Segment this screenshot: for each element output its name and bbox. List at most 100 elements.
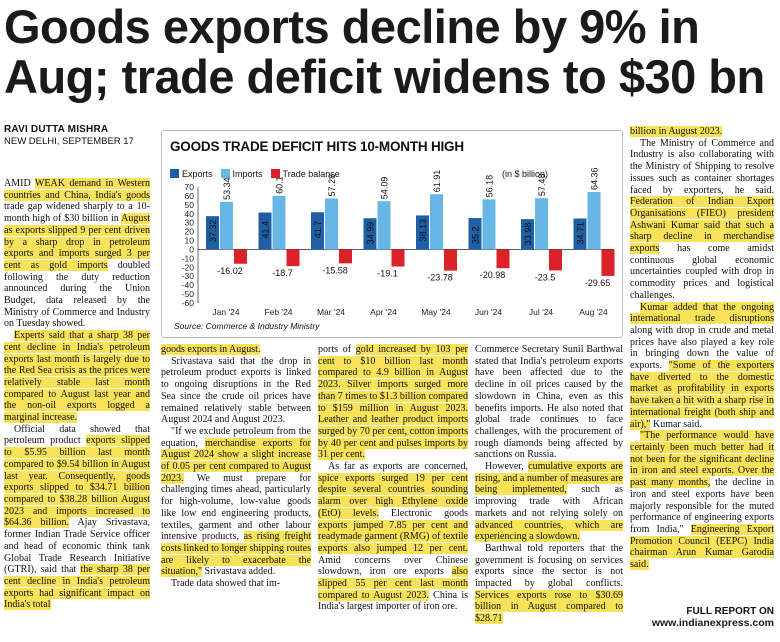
paragraph: "The performance would have certainly be… bbox=[630, 430, 774, 571]
x-tick-label: Feb '24 bbox=[264, 307, 292, 317]
value-label-imports: 57.28 bbox=[327, 174, 337, 197]
full-report-label: FULL REPORT ON bbox=[686, 606, 774, 617]
value-label-imports: 56.18 bbox=[485, 175, 495, 198]
x-tick-label: Apr '24 bbox=[370, 307, 397, 317]
bar-imports bbox=[587, 192, 601, 250]
paragraph: Commerce Secretary Sunil Barthwal stated… bbox=[475, 344, 623, 461]
highlighted-text: advanced countries, which are experienci… bbox=[475, 519, 623, 543]
paragraph: AMID WEAK demand in Western countries an… bbox=[4, 178, 150, 330]
value-label-imports: 64.36 bbox=[590, 168, 600, 191]
highlighted-text: exports slipped to $5.95 billion last mo… bbox=[4, 435, 151, 529]
text-run: Official data showed that petroleum prod… bbox=[4, 423, 150, 447]
article-column-4: Commerce Secretary Sunil Barthwal stated… bbox=[475, 344, 623, 625]
bar-imports bbox=[430, 194, 443, 250]
y-tick-label: 70 bbox=[185, 182, 195, 192]
value-label-exports: 41.7 bbox=[313, 221, 323, 239]
value-label-exports: 34.99 bbox=[366, 222, 376, 245]
legend-balance: Trade balance bbox=[270, 169, 340, 179]
value-label-exports: 33.98 bbox=[523, 223, 533, 246]
x-tick-label: Mar '24 bbox=[317, 307, 345, 317]
highlighted-text: goods exports in August. bbox=[161, 344, 261, 355]
dateline: NEW DELHI, SEPTEMBER 17 bbox=[4, 136, 134, 147]
bar-balance bbox=[286, 249, 300, 267]
y-tick-label: 60 bbox=[185, 191, 195, 201]
value-label-balance: -20.98 bbox=[480, 270, 506, 280]
bar-exports bbox=[521, 219, 534, 250]
value-label-exports: 35.2 bbox=[471, 227, 481, 245]
legend-label: Imports bbox=[232, 169, 263, 179]
bar-imports bbox=[482, 199, 496, 250]
value-label-balance: -15.58 bbox=[322, 265, 348, 275]
text-run: Commerce Secretary Sunil Barthwal stated… bbox=[475, 344, 623, 461]
headline-line-1: Goods exports decline by 9% in bbox=[4, 0, 700, 53]
bar-exports bbox=[573, 218, 587, 250]
bar-imports bbox=[377, 201, 391, 250]
bar-imports bbox=[325, 198, 338, 250]
website-link[interactable]: www.indianexpress.com bbox=[651, 617, 774, 629]
article-column-2: goods exports in August. Srivastava said… bbox=[161, 344, 311, 590]
legend-swatch-imports bbox=[220, 169, 230, 178]
paragraph: "If we exclude petroleum from the equati… bbox=[161, 426, 311, 578]
headline: Goods exports decline by 9% in Aug; trad… bbox=[4, 2, 776, 102]
value-label-balance: -18.7 bbox=[272, 268, 293, 278]
x-tick-label: Aug '24 bbox=[579, 307, 608, 317]
value-label-imports: 54.09 bbox=[380, 177, 390, 200]
paragraph: Trade data showed that im- bbox=[161, 578, 311, 590]
bar-balance bbox=[496, 249, 510, 269]
paragraph: As far as exports are concerned, spice e… bbox=[318, 461, 468, 613]
paragraph: goods exports in August. bbox=[161, 344, 311, 356]
y-tick-label: 40 bbox=[185, 209, 195, 219]
text-run: Srivastava added. bbox=[202, 566, 276, 578]
text-run: has come amidst continuous global econom… bbox=[630, 243, 774, 301]
bar-exports bbox=[416, 215, 429, 250]
x-tick-label: Jun '24 bbox=[475, 307, 502, 317]
text-run: As far as exports are concerned, bbox=[328, 461, 468, 473]
text-run: such as improving trade with African mar… bbox=[475, 484, 623, 519]
value-label-imports: 60.1 bbox=[275, 176, 285, 194]
y-tick-label: -60 bbox=[182, 298, 195, 308]
y-tick-label: 0 bbox=[189, 244, 194, 254]
y-tick-label: -50 bbox=[182, 289, 195, 299]
highlighted-text: Services exports rose to $30.69 billion … bbox=[475, 589, 623, 625]
bar-exports bbox=[206, 216, 219, 250]
text-run: Ajay Srivastava, former Indian Trade Ser… bbox=[4, 517, 150, 576]
author-name: RAVI DUTTA MISHRA bbox=[4, 124, 109, 135]
x-tick-label: May '24 bbox=[421, 307, 451, 317]
text-run: Amid concerns over Chinese slowdown, iro… bbox=[318, 554, 468, 578]
paragraph: Kumar added that the ongoing internation… bbox=[630, 301, 774, 431]
chart-unit: (in $ billion) bbox=[501, 169, 548, 179]
bar-exports bbox=[311, 212, 324, 250]
article-column-1: AMID WEAK demand in Western countries an… bbox=[4, 178, 151, 611]
text-run: Trade data showed that im- bbox=[171, 578, 281, 590]
bar-imports bbox=[535, 198, 548, 250]
text-run: AMID bbox=[4, 178, 35, 189]
bar-balance bbox=[234, 249, 247, 264]
text-run: China is India's largest importer of iro… bbox=[318, 589, 469, 613]
article-column-3: ports of gold increased by 103 per cent … bbox=[318, 344, 468, 613]
byline: RAVI DUTTA MISHRA NEW DELHI, SEPTEMBER 1… bbox=[4, 124, 134, 147]
chart-source: Source: Commerce & Industry Ministry bbox=[174, 321, 320, 331]
value-label-balance: -19.1 bbox=[377, 269, 398, 279]
legend-swatch-exports bbox=[170, 169, 179, 178]
trade-chart: GOODS TRADE DEFICIT HITS 10-MONTH HIGH E… bbox=[161, 130, 623, 338]
x-tick-label: Jul '24 bbox=[529, 307, 554, 317]
highlighted-text: Kumar added that the ongoing internation… bbox=[630, 301, 774, 325]
value-label-balance: -23.78 bbox=[427, 273, 453, 283]
paragraph: ports of gold increased by 103 per cent … bbox=[318, 344, 468, 461]
highlighted-text: WEAK demand in Western countries and Chi… bbox=[4, 178, 150, 201]
text-run: trade gap widened sharply to a 10-month … bbox=[4, 201, 150, 225]
legend-exports: Exports bbox=[170, 169, 213, 179]
bar-exports bbox=[468, 218, 482, 250]
text-run: Barthwal told reporters that the governm… bbox=[475, 542, 623, 590]
bar-balance bbox=[549, 249, 562, 271]
y-tick-label: 20 bbox=[185, 227, 195, 237]
paragraph: The Ministry of Commerce and Industry is… bbox=[630, 138, 774, 302]
highlighted-text: Silver imports surged more than 7 times … bbox=[318, 379, 468, 461]
y-tick-label: -40 bbox=[182, 280, 195, 290]
highlighted-text: "Some of the exporters have diverted to … bbox=[630, 360, 774, 430]
text-run: along with drop in crude and metal price… bbox=[630, 324, 774, 372]
bar-balance bbox=[601, 249, 615, 276]
bar-balance bbox=[339, 249, 352, 264]
value-label-balance: -23.5 bbox=[535, 272, 556, 282]
paragraph: billion in August 2023. bbox=[630, 126, 774, 138]
